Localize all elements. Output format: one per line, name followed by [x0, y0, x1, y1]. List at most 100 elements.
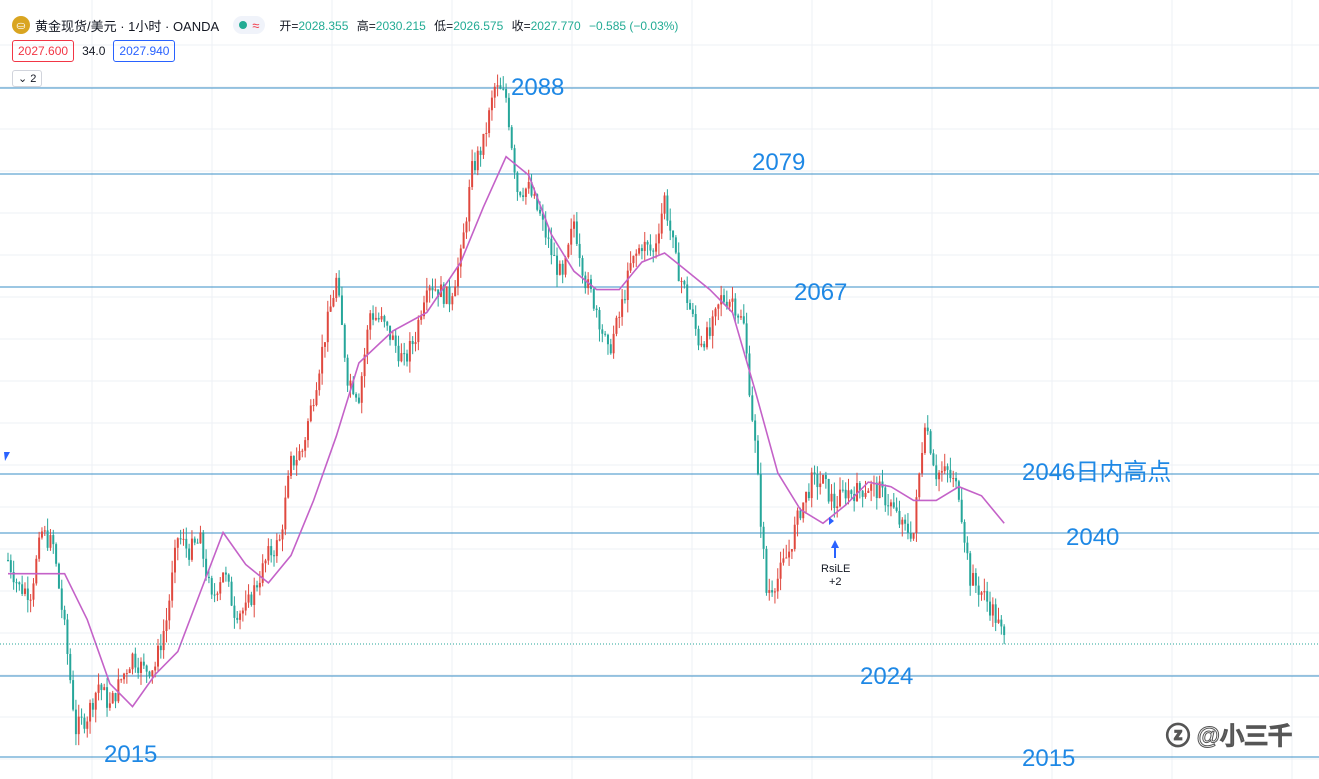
candle-body — [638, 248, 641, 254]
candle-body — [522, 195, 525, 197]
candle-body — [776, 578, 779, 592]
buy-button[interactable]: 2027.940 — [113, 40, 176, 62]
candle-body — [77, 716, 80, 735]
candle-body — [714, 308, 717, 317]
candle-body — [247, 594, 250, 603]
candle-body — [326, 311, 329, 343]
candle-body — [377, 317, 380, 320]
candle-body — [454, 286, 457, 297]
candle-body — [768, 590, 771, 593]
candle-body — [533, 194, 536, 196]
candle-body — [151, 670, 154, 677]
candle-body — [816, 473, 819, 488]
candle-body — [417, 319, 420, 343]
candle-body — [889, 502, 892, 507]
status-indicator[interactable]: ≈ — [233, 16, 266, 34]
candle-body — [190, 538, 193, 560]
candle-body — [861, 490, 864, 497]
candle-body — [657, 233, 660, 244]
candle-body — [836, 506, 839, 509]
candle-body — [974, 573, 977, 586]
candle-body — [847, 490, 850, 499]
candle-body — [366, 329, 369, 355]
spread-value: 34.0 — [82, 44, 106, 58]
candle-body — [957, 481, 960, 500]
candle-body — [488, 110, 491, 133]
candle-body — [306, 421, 309, 441]
candle-body — [901, 519, 904, 525]
candle-body — [530, 181, 533, 196]
indicator-collapse-button[interactable]: ⌄ 2 — [12, 70, 43, 87]
candle-body — [952, 478, 955, 480]
candle-body — [598, 310, 601, 330]
chevron-down-icon: ⌄ — [18, 73, 28, 85]
candle-body — [261, 563, 264, 583]
bid-ask-row: 2027.600 34.0 2027.940 — [12, 40, 176, 62]
candle-body — [148, 671, 151, 677]
candle-body — [117, 679, 120, 702]
candle-body — [694, 314, 697, 329]
symbol-title[interactable]: 黄金现货/美元 · 1小时 · OANDA — [35, 18, 220, 34]
candle-body — [222, 572, 225, 583]
candle-body — [465, 221, 468, 233]
candle-body — [485, 132, 488, 134]
level-label: 2015 — [1022, 745, 1075, 772]
candle-body — [1000, 619, 1003, 627]
candle-body — [805, 491, 808, 503]
candle-body — [357, 397, 360, 403]
candle-body — [185, 538, 188, 549]
candle-body — [434, 289, 437, 291]
candle-body — [154, 666, 157, 671]
candle-body — [561, 263, 564, 275]
candle-body — [205, 558, 208, 577]
candle-body — [856, 483, 858, 502]
indicator-count: 2 — [30, 73, 37, 85]
candle-body — [691, 309, 694, 315]
candle-body — [125, 673, 128, 675]
candle-body — [301, 450, 304, 452]
candle-body — [926, 427, 929, 432]
candle-body — [244, 602, 247, 611]
sell-button[interactable]: 2027.600 — [12, 40, 75, 62]
candle-body — [182, 538, 185, 540]
candle-body — [456, 266, 459, 287]
candle-body — [751, 395, 754, 421]
candle-body — [290, 455, 292, 476]
candle-body — [841, 489, 844, 491]
candle-body — [507, 97, 510, 128]
candle-body — [80, 716, 83, 718]
candle-body — [210, 578, 213, 595]
candle-body — [318, 373, 321, 391]
candle-body — [202, 532, 205, 559]
candle-body — [49, 535, 52, 548]
candle-body — [355, 394, 358, 398]
candle-body — [949, 469, 952, 479]
moving-average-line — [8, 155, 1005, 708]
candle-body — [193, 538, 196, 543]
candle-body — [270, 546, 273, 556]
candle-body — [991, 604, 994, 616]
candle-body — [742, 316, 745, 324]
candle-body — [12, 572, 15, 583]
candle-body — [940, 471, 943, 473]
candle-body — [66, 619, 69, 654]
candle-body — [632, 255, 635, 264]
candle-body — [111, 693, 114, 704]
candle-body — [394, 335, 397, 346]
candle-body — [321, 346, 324, 374]
candle-body — [131, 653, 134, 670]
candle-body — [199, 532, 202, 544]
candle-body — [833, 493, 836, 509]
candle-body — [943, 466, 946, 472]
candle-body — [785, 557, 788, 559]
candle-body — [493, 86, 496, 98]
candle-body — [994, 604, 997, 623]
candle-body — [790, 549, 793, 552]
candle-body — [437, 289, 440, 298]
market-open-icon — [239, 21, 248, 29]
candle-body — [459, 248, 462, 267]
candle-body — [773, 591, 776, 593]
candle-body — [499, 85, 502, 89]
candle-body — [544, 219, 547, 238]
